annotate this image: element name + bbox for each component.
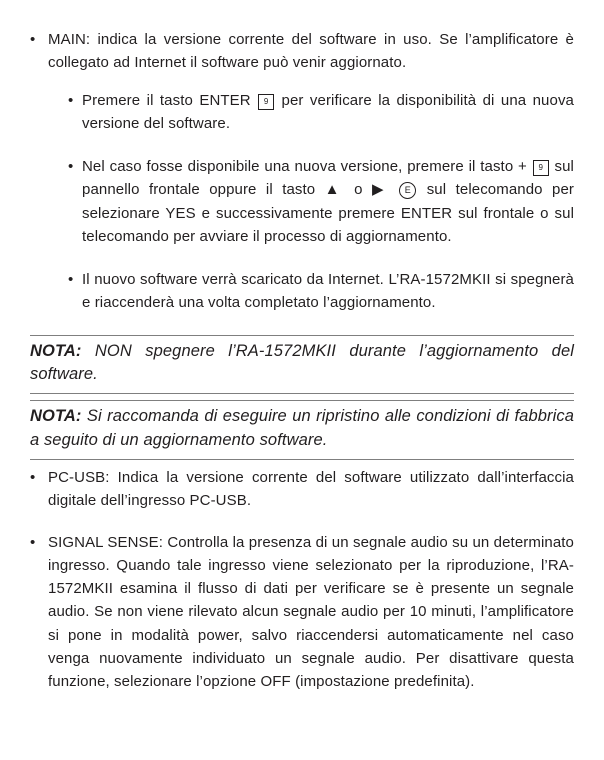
- note-1-text: NON spegnere l’RA-1572MKII durante l’agg…: [30, 342, 574, 384]
- top-list: MAIN: indica la versione corrente del so…: [30, 28, 574, 315]
- signal-sense-item: SIGNAL SENSE: Controlla la presenza di u…: [30, 531, 574, 694]
- main-sub-3-text: Il nuovo software verrà scaricato da Int…: [82, 271, 574, 311]
- note-1: NOTA: NON spegnere l’RA-1572MKII durante…: [30, 335, 574, 395]
- pc-usb-prefix: PC-USB:: [48, 469, 118, 486]
- main-item-text: MAIN: indica la versione corrente del so…: [48, 31, 574, 71]
- enter-key-icon: 9: [258, 94, 274, 110]
- main-sub-1: Premere il tasto ENTER 9 per verificare …: [48, 89, 574, 136]
- pc-usb-text: Indica la versione corrente del software…: [48, 469, 574, 509]
- main-item: MAIN: indica la versione corrente del so…: [30, 28, 574, 315]
- main-sub-3: Il nuovo software verrà scaricato da Int…: [48, 268, 574, 315]
- signal-sense-text: Controlla la presenza di un segnale audi…: [48, 534, 574, 691]
- bottom-list: PC-USB: Indica la versione corrente del …: [30, 466, 574, 693]
- pc-usb-item: PC-USB: Indica la versione corrente del …: [30, 466, 574, 513]
- main-sublist: Premere il tasto ENTER 9 per verificare …: [48, 89, 574, 315]
- remote-key-icon: E: [399, 182, 416, 199]
- main-prefix: MAIN:: [48, 31, 97, 48]
- plus-key-icon: 9: [533, 160, 549, 176]
- note-2-label: NOTA:: [30, 407, 82, 425]
- main-body: indica la versione corrente del software…: [48, 31, 574, 71]
- note-2: NOTA: Si raccomanda di eseguire un ripri…: [30, 400, 574, 460]
- note-2-text: Si raccomanda di eseguire un ripristino …: [30, 407, 574, 449]
- signal-sense-prefix: SIGNAL SENSE:: [48, 534, 167, 551]
- main-sub-1-pre: Premere il tasto ENTER: [82, 92, 257, 109]
- main-sub-2-pre: Nel caso fosse disponibile una nuova ver…: [82, 158, 532, 175]
- page-root: MAIN: indica la versione corrente del so…: [0, 0, 604, 760]
- note-1-label: NOTA:: [30, 342, 82, 360]
- main-sub-2: Nel caso fosse disponibile una nuova ver…: [48, 155, 574, 248]
